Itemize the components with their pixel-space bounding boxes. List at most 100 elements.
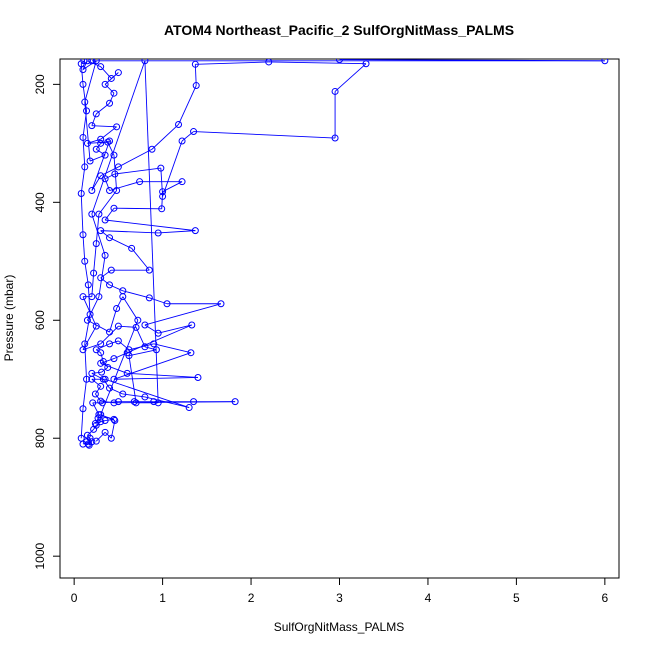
series-line-segment [118, 340, 130, 351]
data-point [231, 398, 239, 406]
series-line-segment [113, 155, 118, 191]
data-point [97, 411, 105, 419]
data-point [106, 340, 114, 348]
series-line-segment [104, 84, 115, 94]
series-line-segment [100, 277, 110, 286]
y-tick-label: 1000 [33, 543, 47, 570]
data-point [83, 139, 91, 147]
series-line-segment [88, 441, 93, 446]
data-point [145, 266, 153, 274]
series-line-segment [97, 417, 102, 422]
series-line-segment [100, 358, 115, 364]
data-point [110, 151, 118, 159]
data-point [119, 390, 127, 398]
series-line-segment [100, 400, 115, 404]
data-point [106, 234, 114, 242]
x-tick-label: 3 [336, 591, 343, 605]
data-point [79, 231, 87, 239]
series-line-segment [84, 102, 91, 162]
data-point [110, 415, 118, 423]
series-line-segment [100, 352, 104, 362]
data-point [125, 352, 133, 360]
data-point [157, 164, 165, 172]
data-point [101, 80, 109, 88]
series-line-segment [82, 137, 86, 167]
data-point [265, 59, 273, 66]
series-line-segment [95, 432, 106, 442]
series-line-segment [91, 378, 101, 387]
data-point [92, 240, 100, 248]
data-point [83, 431, 91, 439]
series-line-segment [104, 207, 115, 221]
series-line-segment [100, 66, 112, 79]
data-point [114, 322, 122, 330]
series-line-segment [122, 393, 145, 398]
series-line-segment [80, 408, 84, 439]
data-point [83, 107, 91, 115]
series-line-segment [109, 387, 123, 395]
data-point [88, 122, 96, 130]
data-point [79, 80, 87, 88]
series-line-segment [91, 213, 106, 256]
plot-frame [59, 58, 620, 579]
series-line-segment [114, 167, 161, 175]
series-line-segment [109, 93, 115, 104]
series-line-segment [127, 372, 199, 378]
data-point [91, 419, 99, 427]
series-line-segment [160, 168, 164, 197]
series-line-segment [84, 261, 89, 285]
series-line-segment [131, 248, 150, 271]
data-point [88, 59, 96, 65]
data-point [97, 135, 105, 143]
x-tick-label: 0 [71, 591, 78, 605]
data-point [159, 188, 167, 196]
data-point [150, 398, 158, 406]
series-line-segment [95, 143, 102, 150]
series-line-segment [162, 181, 183, 193]
data-point [101, 216, 109, 224]
series-line-segment [102, 378, 110, 389]
y-tick-label: 600 [33, 310, 47, 330]
data-point [110, 375, 118, 383]
data-point [191, 227, 199, 235]
series-line-segment [113, 352, 128, 360]
series-line-segment [95, 393, 102, 402]
y-axis-label: Pressure (mbar) [2, 275, 16, 362]
series-line-segment [101, 367, 109, 373]
x-tick-label: 5 [513, 591, 520, 605]
data-point [136, 178, 144, 186]
data-point [101, 428, 109, 436]
data-point [107, 266, 115, 274]
series-line-segment [144, 324, 159, 334]
series-line-segment [87, 60, 101, 68]
series-line-segment [82, 379, 87, 409]
data-point [113, 187, 121, 195]
data-point [159, 192, 167, 200]
data-point [154, 399, 162, 407]
data-point [97, 139, 105, 147]
data-point [86, 157, 94, 165]
data-point [119, 293, 127, 301]
data-point [178, 137, 186, 145]
series-line-segment [162, 140, 183, 197]
data-point [114, 69, 122, 77]
data-point [114, 163, 122, 171]
series-line-segment [153, 343, 192, 354]
series-line-segment [151, 124, 179, 150]
data-point [97, 227, 105, 235]
data-point [80, 59, 88, 65]
series-line-segment [87, 319, 110, 333]
data-point [336, 59, 343, 64]
series-line-segment [96, 343, 110, 351]
series-line-segment [100, 269, 112, 279]
data-point [132, 399, 140, 407]
series-line-segment [104, 378, 190, 408]
data-point [190, 128, 198, 136]
data-point [134, 316, 142, 324]
series-line-segment [109, 284, 123, 292]
series-line-segment [109, 181, 140, 191]
data-point [194, 373, 202, 381]
data-point [175, 120, 183, 128]
series-line-segment [118, 148, 153, 168]
data-point [104, 363, 112, 371]
